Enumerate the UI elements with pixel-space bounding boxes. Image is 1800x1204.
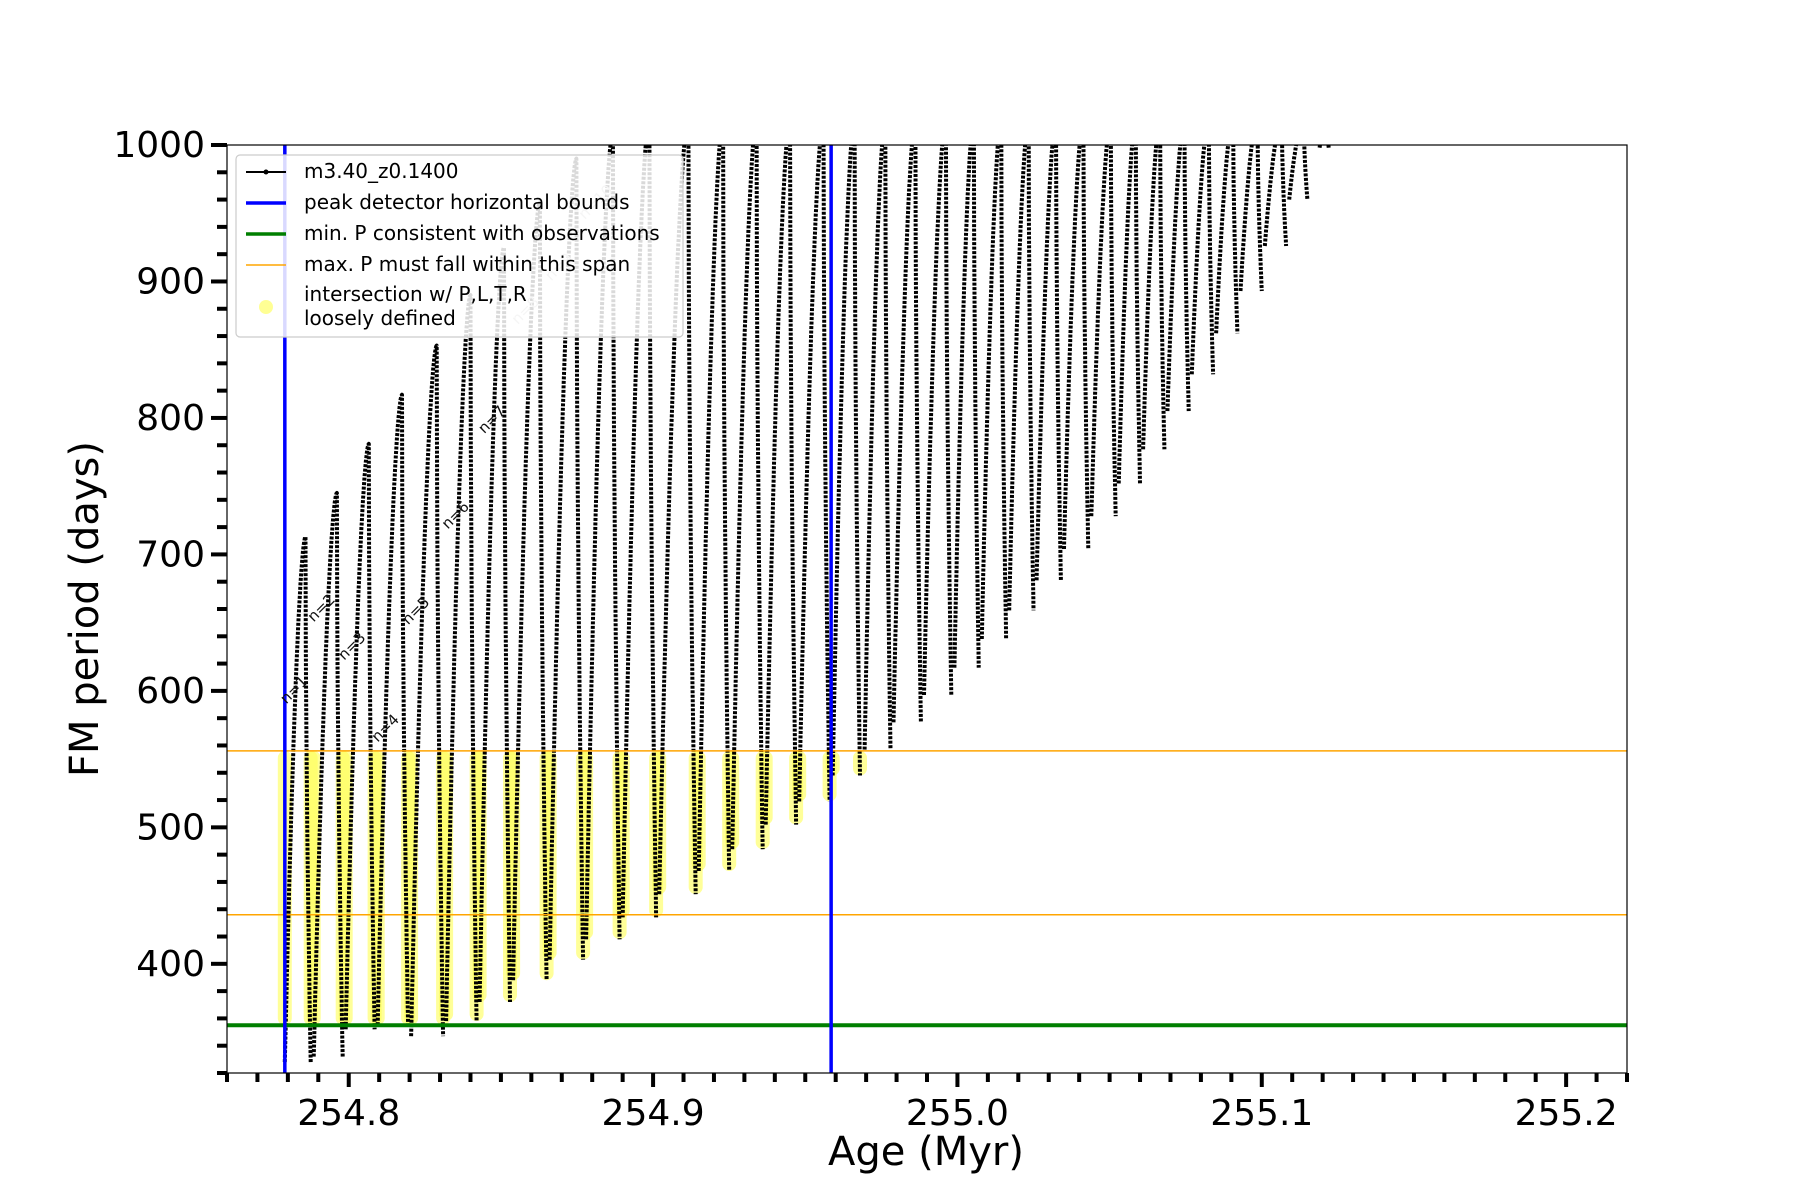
x-tick-label: 255.0 <box>906 1093 1009 1134</box>
legend-swatch-intersection <box>259 300 273 314</box>
pulse-curve-20 <box>922 145 954 696</box>
x-tick-label: 255.2 <box>1515 1093 1618 1134</box>
x-axis-label: Age (Myr) <box>828 1129 1024 1175</box>
pulse-curve-8 <box>511 200 549 981</box>
pulse-curve-31 <box>1214 145 1240 334</box>
y-axis-label: FM period (days) <box>62 441 108 777</box>
legend-swatch-marker <box>263 169 269 175</box>
x-tick-label: 254.9 <box>602 1093 705 1134</box>
pulse-curve-2 <box>311 491 345 1057</box>
pulse-curve-14 <box>730 145 765 850</box>
pulse-curve-18 <box>862 145 893 750</box>
intersection-rise-9 <box>542 750 557 960</box>
x-tick-label: 254.8 <box>297 1093 400 1134</box>
pulse-curve-19 <box>891 145 923 723</box>
y-tick-label: 500 <box>136 807 205 848</box>
pulse-curve-3 <box>343 441 377 1030</box>
pulse-curve-13 <box>696 145 732 872</box>
y-tick-label: 800 <box>136 398 205 439</box>
pulse-curve-25 <box>1062 145 1091 550</box>
y-tick-label: 400 <box>136 944 205 985</box>
y-axis: 400 500 600 700 800 900 1000 <box>113 125 227 1075</box>
x-tick-label: 255.1 <box>1210 1093 1313 1134</box>
pulse-curve-16 <box>797 145 832 802</box>
pulse-curve-22 <box>979 145 1009 640</box>
pulse-curve-4 <box>375 392 411 1026</box>
pulse-curve-1 <box>282 534 313 1063</box>
pulse-curve-28 <box>1141 145 1167 450</box>
y-tick-label: 1000 <box>113 125 205 166</box>
pulse-curve-7 <box>477 245 512 1003</box>
pulse-curve-32 <box>1238 145 1264 292</box>
pulse-curve-30 <box>1189 145 1216 375</box>
pulse-curve-34 <box>1287 145 1310 200</box>
legend-label-5: intersection w/ P,L,T,R loosely defined <box>304 282 527 330</box>
pulse-curve-23 <box>1007 145 1036 611</box>
legend-label-4: max. P must fall within this span <box>304 252 630 276</box>
pulse-curve-17 <box>830 145 862 776</box>
pulse-curve-33 <box>1262 145 1289 247</box>
y-tick-label: 600 <box>136 671 205 712</box>
legend-box <box>235 154 684 338</box>
legend-label-3: min. P consistent with observations <box>304 221 660 245</box>
pulse-curve-24 <box>1034 145 1063 581</box>
pulse-curve-27 <box>1116 145 1142 484</box>
plot-area: n=1n=2n=3n=4n=5n=6n=7n=8n=9n=10 <box>227 145 1627 1073</box>
y-tick-label: 900 <box>136 261 205 302</box>
pulse-curve-5 <box>409 343 446 1037</box>
pulse-curve-15 <box>763 145 799 825</box>
pulse-curve-29 <box>1165 145 1191 412</box>
intersection-fall-17 <box>853 750 867 776</box>
x-axis: 254.8 254.9 255.0 255.1 255.2 <box>225 1073 1629 1134</box>
hline-layer <box>227 750 1627 1028</box>
y-tick-label: 700 <box>136 534 205 575</box>
legend-label-1: m3.40_z0.1400 <box>304 159 459 183</box>
pulse-curve-26 <box>1089 145 1118 517</box>
legend-label-2: peak detector horizontal bounds <box>304 190 630 214</box>
pulse-curve-21 <box>952 145 981 668</box>
